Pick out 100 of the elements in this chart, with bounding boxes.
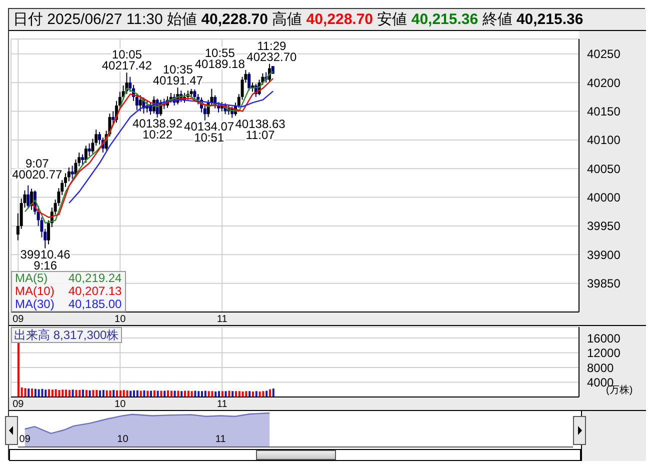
text: MA(5) (15, 271, 48, 285)
bar (224, 391, 227, 397)
bar (200, 391, 203, 397)
candlestick (88, 142, 91, 156)
x-tick-label: 09 (12, 399, 24, 410)
bar (62, 390, 64, 397)
bar (208, 391, 210, 397)
bar (268, 389, 271, 397)
bar (150, 390, 152, 397)
bar (96, 390, 98, 397)
text: MA(30) (15, 297, 54, 311)
bar (48, 389, 50, 397)
y-tick-label: 40050 (587, 162, 621, 176)
y-tick-label: 39900 (587, 248, 621, 262)
annotation: 40,219.24 (68, 271, 122, 285)
x-tick-label: 10 (117, 434, 129, 445)
candlestick (26, 184, 30, 210)
bar (92, 390, 94, 397)
bar (214, 391, 217, 397)
bar (75, 390, 78, 397)
bar (164, 390, 166, 397)
candlestick (149, 102, 152, 116)
bar (187, 390, 190, 397)
chart-title: 日付 2025/06/27 11:30 始値 40,228.70 高値 40,228.70 安値 40,215.36 終値 40,215.36 (13, 11, 584, 28)
bar (130, 390, 132, 397)
annotation: 40,185.00 (68, 297, 122, 311)
bar (68, 390, 70, 397)
bar (54, 389, 57, 397)
x-tick-label: 11 (215, 434, 226, 445)
candlestick (248, 72, 251, 92)
bar (177, 390, 180, 397)
bar (119, 390, 122, 397)
y-tick-label: 40000 (587, 190, 621, 205)
bar (221, 391, 224, 397)
x-tick-label: 11 (216, 399, 228, 410)
bar (109, 390, 112, 397)
candlestick (70, 165, 74, 180)
bar (17, 341, 20, 397)
bar (133, 390, 136, 397)
bar (143, 390, 146, 397)
bar (180, 391, 183, 397)
bar (146, 390, 149, 397)
bar (245, 391, 248, 397)
candlestick (81, 154, 84, 166)
y-tick-label: 12000 (587, 346, 621, 360)
bar (122, 390, 125, 397)
y-tick-label: 40250 (587, 47, 621, 62)
y-tick-label: 39850 (587, 276, 621, 291)
bar (266, 390, 268, 397)
bar (218, 391, 220, 397)
annotation: 40,207.13 (68, 284, 122, 298)
bar (41, 388, 44, 397)
bar (232, 391, 234, 397)
bar (85, 390, 88, 397)
bar (198, 391, 200, 397)
bar (102, 390, 104, 397)
candlestick (138, 94, 142, 112)
candlestick (84, 145, 88, 164)
bar (174, 390, 176, 397)
bar (112, 390, 115, 397)
y-tick-label: 40200 (587, 76, 621, 90)
bar (255, 391, 258, 397)
bar (51, 390, 54, 397)
bar (170, 390, 172, 397)
bar (28, 388, 30, 397)
bar (140, 390, 142, 397)
y-tick-label: 39950 (587, 219, 621, 234)
y-axis-title: (万株) (606, 384, 633, 397)
bar (228, 390, 230, 397)
bar (184, 390, 186, 397)
candlestick (112, 110, 115, 124)
x-tick-label: 09 (19, 434, 31, 445)
x-tick-label: 10 (114, 314, 126, 325)
bar (78, 390, 81, 397)
bar (153, 390, 156, 397)
bar (116, 390, 118, 397)
bar (72, 390, 74, 397)
bar (190, 391, 193, 397)
x-tick-label: 09 (12, 314, 24, 325)
bar (252, 391, 254, 397)
bar (238, 391, 240, 397)
bar (156, 390, 159, 397)
bar (34, 388, 36, 397)
chart-title: 出来高 8,317,300株 (11, 327, 122, 343)
y-tick-label: 8000 (587, 360, 614, 375)
bar (24, 388, 26, 397)
bar (99, 390, 102, 397)
bar (65, 390, 68, 397)
bar (38, 389, 40, 397)
bar (248, 391, 251, 397)
bar (211, 391, 214, 397)
bar (194, 390, 196, 397)
bar (204, 390, 206, 397)
bar (126, 390, 128, 397)
bar (167, 390, 170, 397)
bar (58, 390, 60, 397)
bar (44, 390, 47, 397)
y-tick-label: 40100 (587, 133, 621, 148)
bar (272, 388, 274, 397)
bar (82, 390, 84, 397)
